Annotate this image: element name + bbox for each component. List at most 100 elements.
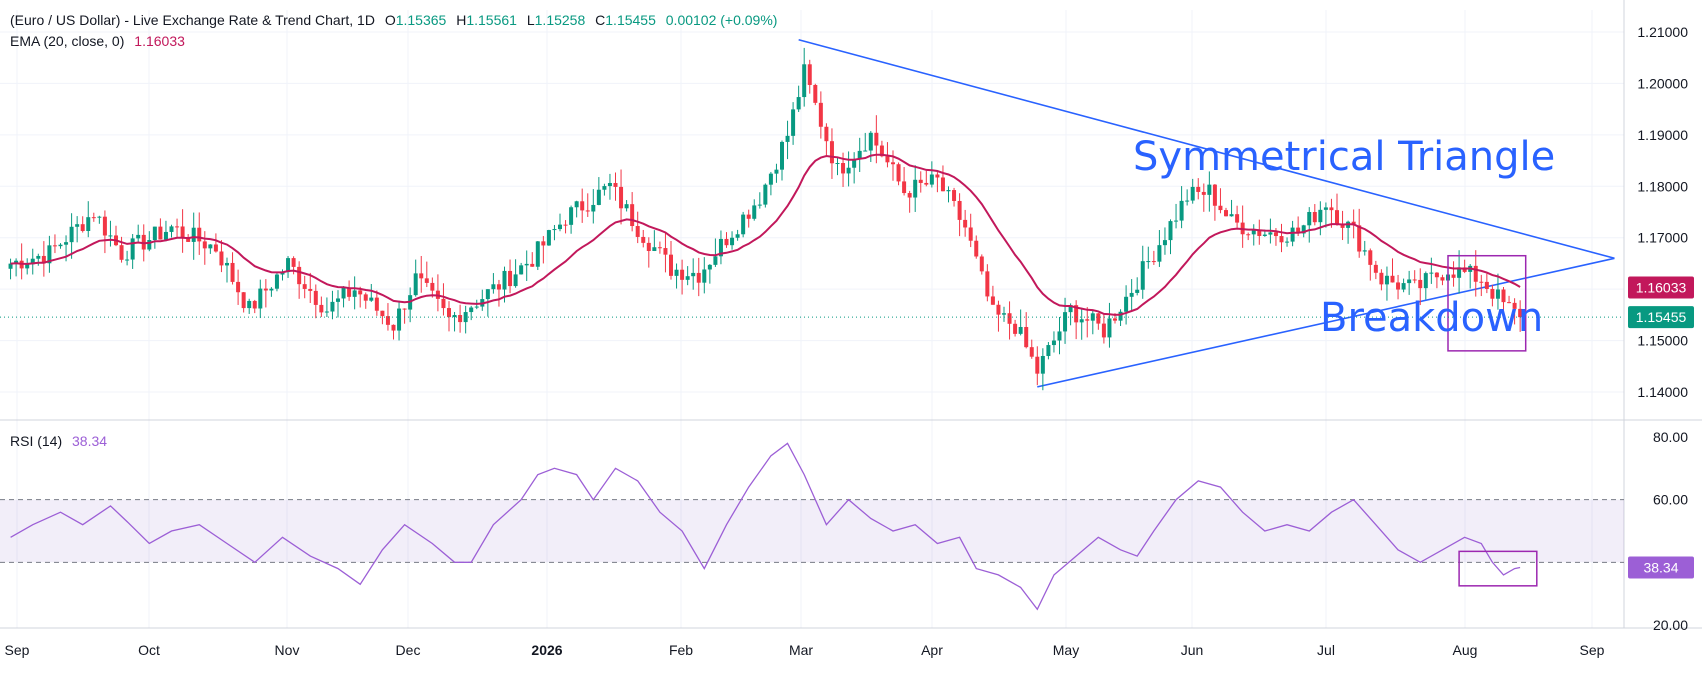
candle-body [330,301,335,312]
candle-body [596,189,601,205]
breakdown-annotation: Breakdown [1320,295,1544,341]
candle-body [291,258,296,267]
candle-body [1329,207,1334,211]
time-axis-label: Nov [275,642,300,658]
candle-body [524,263,529,266]
candle-body [1063,312,1068,332]
candle-body [1479,281,1484,283]
candle-body [946,190,951,192]
candle-body [669,254,673,276]
candle-body [757,204,762,206]
candle-body [208,244,213,249]
time-axis-label: Jun [1181,642,1204,658]
candle-body [347,288,352,297]
candle-body [1518,308,1523,318]
candle-body [391,324,396,331]
candle-body [1457,267,1462,278]
candle-body [696,272,701,283]
candle-body [324,311,329,313]
symbol-title: (Euro / US Dollar) - Live Exchange Rate … [10,12,375,28]
price-axis-tick: 1.21000 [1637,24,1688,40]
candle-body [458,315,463,323]
candle-body [657,247,662,249]
candle-body [907,193,912,198]
candle-body [25,264,30,269]
candle-body [691,272,696,277]
candle-body [763,184,768,205]
time-axis-label: Dec [396,642,421,658]
candle-body [225,262,229,266]
price-axis-tick: 1.18000 [1637,178,1688,194]
candle-body [230,262,235,282]
candle-body [1373,264,1378,273]
price-axis-tick: 1.15000 [1637,333,1688,349]
candle-body [829,141,834,164]
candle-body [158,226,163,240]
candle-body [841,163,846,174]
rsi-value: 38.34 [72,433,108,449]
candle-body [702,269,707,283]
candle-body [241,292,246,309]
candle-body [1279,236,1284,243]
candle-body [1296,227,1301,234]
candle-body [64,242,69,245]
candle-body [1418,279,1423,289]
candle-body [674,269,679,276]
ema-line [10,153,1521,316]
candle-body [447,308,451,318]
candle-body [1218,205,1223,211]
candle-body [236,281,241,293]
candle-body [813,84,818,103]
candle-body [1451,274,1456,278]
candle-body [86,217,91,231]
candle-body [136,234,141,239]
candle-body [541,241,546,246]
candle-body [30,258,35,265]
candle-body [197,227,202,242]
candle-body [902,181,907,194]
candle-body [607,182,612,187]
candle-body [1507,302,1512,304]
ema-label: EMA (20, close, 0) [10,33,125,49]
time-axis-label: 2026 [531,642,562,658]
candle-body [191,227,196,242]
candle-body [707,264,712,270]
candle-body [374,297,379,311]
candle-body [363,294,368,301]
time-axis-label: May [1053,642,1079,658]
candle-body [1384,275,1389,285]
ema-legend: EMA (20, close, 0) 1.16033 [10,31,185,51]
candle-body [868,132,873,151]
candle-body [1407,279,1412,284]
candle-body [1151,261,1156,263]
candle-body [591,204,596,212]
candle-body [846,167,851,174]
candle-body [1340,223,1345,228]
candle-body [69,226,74,243]
candle-body [258,288,263,309]
candle-body [413,273,418,296]
candle-body [1140,261,1145,290]
candle-body [508,270,513,287]
open-label: O [384,12,396,28]
candle-body [247,300,252,309]
candle-body [1257,229,1262,236]
candle-body [619,186,624,209]
candle-body [1307,211,1312,226]
candle-body [974,240,979,257]
candle-body [1013,323,1018,334]
candle-body [1029,347,1034,357]
candle-body [1051,340,1056,346]
candle-body [491,284,496,290]
candle-body [979,256,984,272]
candle-body [263,288,268,291]
candle-body [940,177,945,192]
candle-body [1196,186,1201,192]
candle-body [1185,200,1190,202]
candle-body [1135,289,1140,293]
candle-body [1423,273,1428,289]
candle-body [52,245,57,247]
triangle-annotation: Symmetrical Triangle [1133,134,1556,180]
